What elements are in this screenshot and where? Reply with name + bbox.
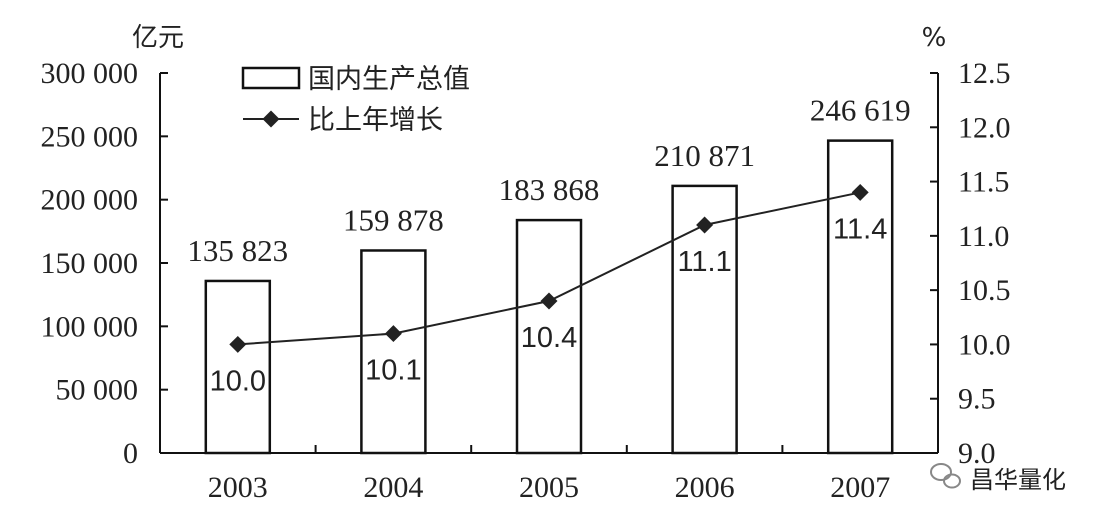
- growth-point: [851, 183, 869, 201]
- watermark: 昌华量化: [930, 463, 1066, 494]
- bar-value-label: 135 823: [187, 233, 288, 268]
- left-tick-label: 250 000: [41, 120, 139, 153]
- x-tick-label: 2006: [675, 471, 735, 504]
- legend-line-label: 比上年增长: [308, 105, 443, 136]
- bar: [204, 279, 272, 455]
- right-tick-label: 12.5: [958, 57, 1011, 90]
- legend-bar-swatch: [241, 66, 301, 90]
- axes: 0 50 000 100 000 150 000 200 000 250 000 300 0…: [41, 57, 1011, 504]
- growth-value-label: 11.1: [677, 246, 731, 278]
- bar: [515, 218, 583, 455]
- growth-point: [540, 292, 558, 310]
- bar-value-label: 246 619: [810, 93, 911, 128]
- left-tick-label: 300 000: [41, 57, 139, 90]
- x-tick-label: 2007: [830, 471, 890, 504]
- growth-line: [229, 183, 869, 353]
- right-tick-label: 10.0: [958, 328, 1011, 361]
- x-tick-label: 2003: [208, 471, 268, 504]
- growth-value-label: 10.4: [521, 322, 577, 354]
- legend-bar-label: 国内生产总值: [308, 64, 470, 95]
- legend-line-marker: [262, 110, 280, 128]
- right-tick-label: 11.0: [958, 220, 1009, 253]
- growth-value-label: 10.1: [365, 355, 421, 387]
- left-tick-label: 50 000: [56, 374, 139, 407]
- right-axis-unit: %: [922, 23, 947, 53]
- growth-point: [696, 216, 714, 234]
- right-tick-label: 12.0: [958, 111, 1011, 144]
- growth-value-label: 10.0: [210, 365, 266, 397]
- right-tick-label: 9.0: [958, 437, 996, 470]
- bar-value-label: 159 878: [343, 202, 444, 237]
- bar: [360, 249, 427, 455]
- growth-point: [384, 325, 402, 343]
- left-axis-unit: 亿元: [132, 23, 184, 53]
- growth-value-label: 11.4: [833, 213, 887, 245]
- x-tick-label: 2004: [363, 471, 423, 504]
- right-tick-label: 11.5: [958, 166, 1009, 199]
- left-tick-label: 100 000: [41, 310, 139, 343]
- wechat-icon: [930, 463, 961, 489]
- left-tick-label: 200 000: [41, 184, 139, 217]
- data-labels: 135 823 159 878 183 868 210 871 246 619 10.0 1…: [187, 93, 910, 398]
- right-tick-label: 10.5: [958, 274, 1011, 307]
- left-tick-label: 150 000: [41, 247, 139, 280]
- bar-value-label: 183 868: [499, 172, 600, 207]
- right-tick-label: 9.5: [958, 383, 996, 416]
- x-tick-label: 2005: [519, 471, 579, 504]
- bar-value-label: 210 871: [654, 138, 755, 173]
- left-tick-label: 0: [123, 437, 138, 470]
- watermark-text: 昌华量化: [970, 466, 1066, 494]
- legend: 国内生产总值 比上年增长: [241, 64, 470, 136]
- growth-point: [229, 335, 247, 353]
